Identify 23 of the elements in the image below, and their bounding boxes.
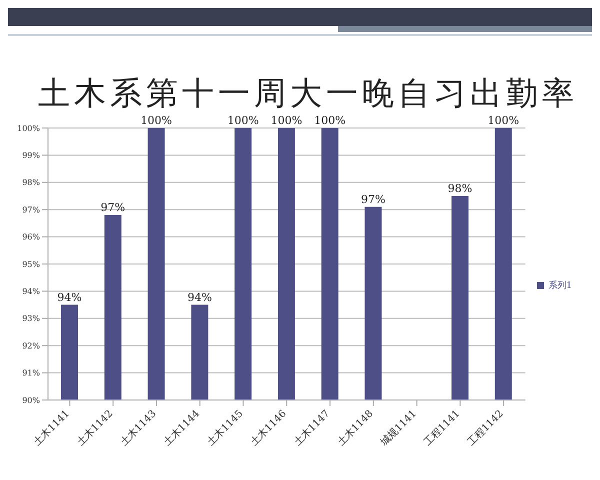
chart-title: 土木系第十一周大一晚自习出勤率 [38, 74, 578, 112]
data-label: 100% [314, 114, 346, 127]
data-label: 94% [187, 290, 212, 304]
y-tick-label: 97% [22, 205, 40, 214]
data-label: 100% [270, 114, 302, 127]
y-tick-label: 94% [22, 287, 40, 296]
data-label: 98% [448, 182, 472, 195]
y-tick-label: 93% [22, 314, 40, 324]
legend-label: 系列1 [548, 280, 572, 290]
y-tick-label: 100% [17, 124, 40, 133]
y-tick-label: 99% [22, 151, 40, 160]
data-label: 97% [100, 201, 126, 214]
y-tick-label: 95% [22, 260, 40, 269]
y-tick-label: 90% [22, 396, 40, 405]
data-label: 100% [488, 114, 520, 127]
data-label: 100% [227, 114, 259, 127]
data-label: 100% [140, 114, 172, 127]
y-tick-label: 98% [22, 178, 40, 188]
y-tick-label: 96% [22, 232, 40, 242]
y-tick-label: 92% [22, 341, 40, 350]
data-label: 97% [361, 192, 386, 206]
y-tick-label: 91% [22, 368, 40, 378]
data-label: 94% [57, 290, 82, 304]
